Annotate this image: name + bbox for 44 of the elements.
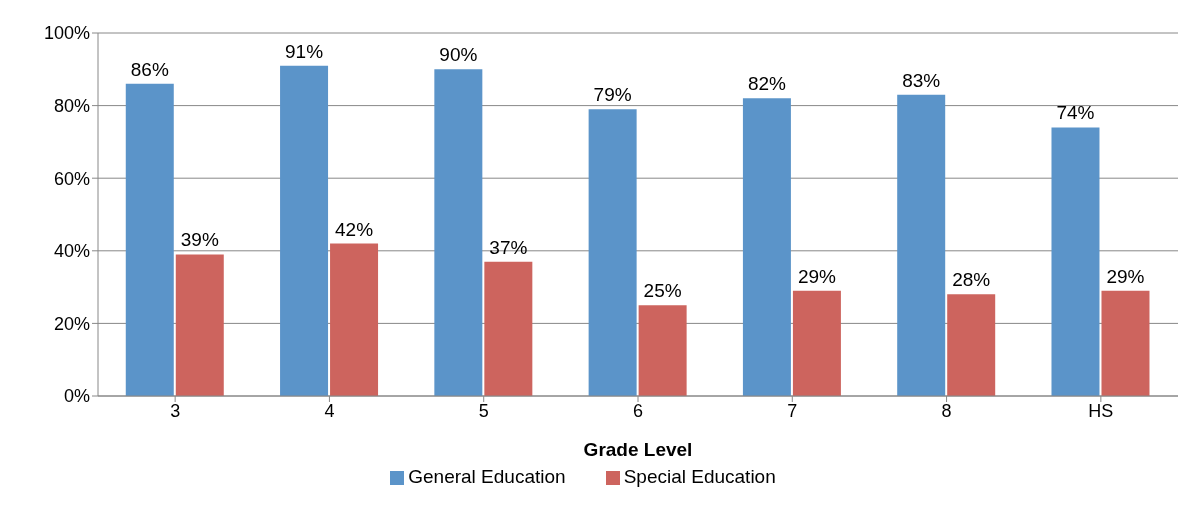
y-tick-label: 100% [43,23,90,44]
bar [792,290,841,396]
bar [588,109,637,396]
bar [280,65,329,396]
legend-label: Special Education [623,466,776,487]
bar [1051,127,1100,396]
data-label: 91% [285,40,324,62]
data-label: 82% [747,73,787,95]
bar [742,98,791,396]
y-tick-label: 20% [53,313,90,334]
bar [125,83,174,396]
data-label: 39% [180,229,219,251]
y-tick-label: 0% [63,386,90,407]
data-label: 83% [902,69,941,91]
x-tick-label: 3 [170,400,181,421]
x-tick-label: 4 [324,400,335,421]
x-tick-label: HS [1088,400,1114,421]
data-label: 86% [130,58,169,80]
bar [434,69,483,396]
x-tick-label: 8 [941,400,952,421]
bar [1101,290,1150,396]
bar [638,305,687,396]
data-label: 79% [593,84,632,106]
data-label: 25% [643,280,682,302]
legend-label: General Education [408,466,566,487]
data-label: 29% [797,265,837,287]
x-tick-label: 7 [787,400,798,421]
data-label: 29% [1106,265,1145,287]
y-tick-label: 80% [53,95,90,116]
x-tick-label: 5 [478,400,489,421]
bar [330,243,379,396]
x-axis-title: Grade Level [583,439,693,460]
data-label: 90% [439,44,478,66]
data-label: 42% [335,218,374,240]
data-label: 37% [489,236,528,258]
y-tick-label: 40% [53,241,90,262]
x-tick-label: 6 [632,400,644,421]
bar [947,294,996,396]
bar [897,94,946,396]
y-tick-label: 60% [53,168,90,189]
bar [484,261,533,396]
data-label: 74% [1056,102,1095,124]
bar [175,254,224,396]
data-label: 28% [952,269,991,291]
